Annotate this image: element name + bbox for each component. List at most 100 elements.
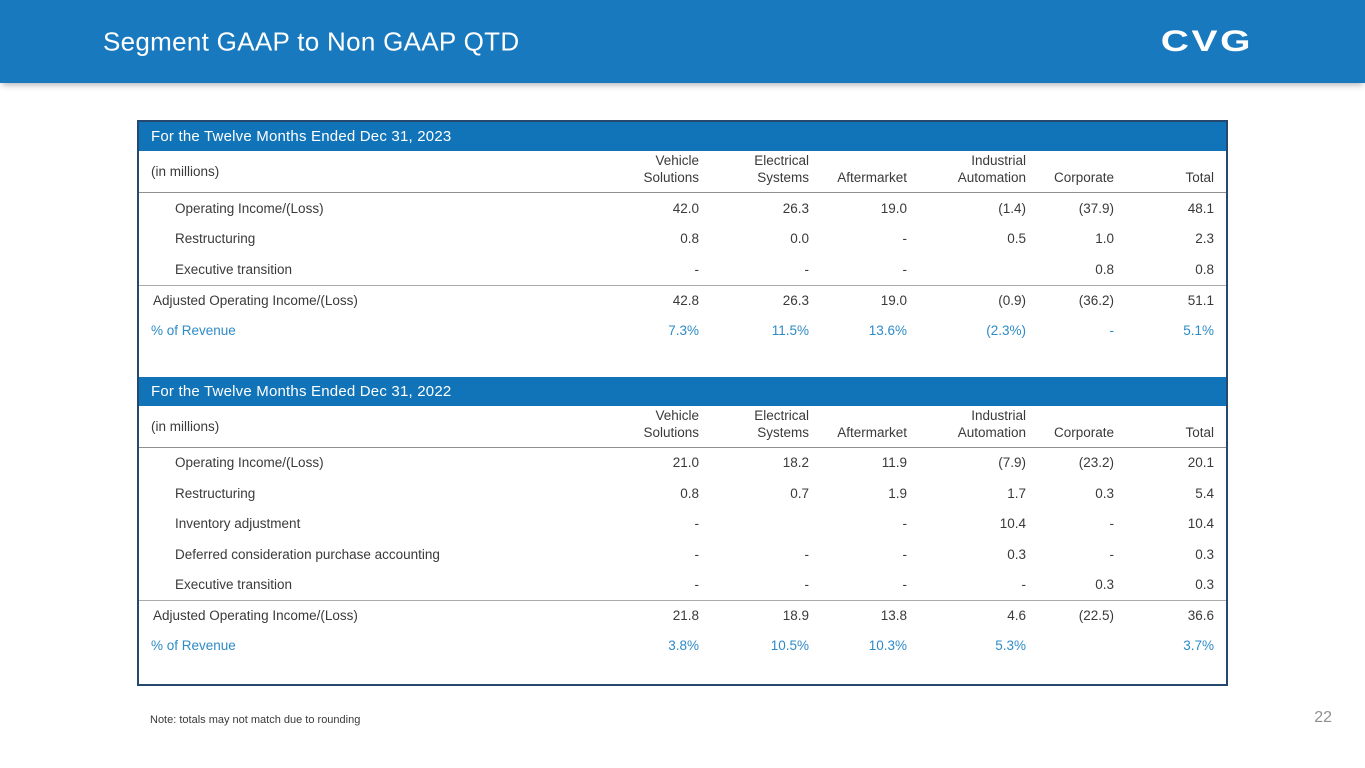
cell-value: 18.9	[782, 608, 809, 624]
row-label: Adjusted Operating Income/(Loss)	[153, 608, 358, 624]
cell-value: 19.0	[880, 292, 907, 308]
cell-value: -	[1021, 577, 1027, 593]
page-number: 22	[1314, 709, 1332, 726]
cvg-logo: CVG	[1160, 24, 1253, 58]
cell-value: -	[694, 516, 700, 532]
column-header: Corporate	[1053, 424, 1114, 440]
column-header: Aftermarket	[837, 424, 907, 440]
cell-value: 11.9	[881, 455, 907, 471]
cell-value: 5.1%	[1183, 322, 1214, 338]
cell-value: -	[694, 546, 700, 562]
cell-value: 51.1	[1187, 292, 1214, 308]
cell-value: 1.0	[1095, 231, 1114, 247]
table-row: Executive transition - - - 0.8 0.8	[139, 254, 1226, 285]
cell-value: -	[902, 516, 908, 532]
cell-value: 0.3	[1195, 577, 1214, 593]
cell-value: (23.2)	[1078, 455, 1114, 471]
cell-value: 0.8	[680, 485, 699, 501]
cell-value: 0.8	[680, 231, 699, 247]
table-row: Inventory adjustment - - 10.4 - 10.4	[139, 509, 1226, 540]
table-row: % of Revenue 3.8% 10.5% 10.3% 5.3% 3.7%	[139, 631, 1226, 662]
cell-value: -	[804, 546, 810, 562]
cell-value: 4.6	[1007, 608, 1026, 624]
cell-value: 20.1	[1187, 455, 1214, 471]
column-header: Electrical Systems	[754, 407, 809, 440]
cell-value: -	[902, 261, 908, 277]
cell-value: -	[902, 546, 908, 562]
cell-value: 0.8	[1095, 261, 1114, 277]
table-row: Adjusted Operating Income/(Loss) 42.8 26.3…	[139, 284, 1226, 316]
cell-value: 5.4	[1195, 485, 1214, 501]
cell-value: 10.5%	[770, 638, 809, 654]
cell-value: 13.8	[880, 608, 907, 624]
cell-value: 26.3	[782, 200, 809, 216]
row-label: Operating Income/(Loss)	[175, 200, 324, 216]
cell-value: -	[1109, 546, 1115, 562]
row-label: Adjusted Operating Income/(Loss)	[153, 292, 358, 308]
cell-value: 3.7%	[1183, 638, 1214, 654]
cell-value: 11.5%	[771, 322, 809, 338]
section-title-bar: For the Twelve Months Ended Dec 31, 2022	[139, 376, 1226, 406]
cell-value: 0.0	[790, 231, 809, 247]
cell-value: 36.6	[1187, 608, 1214, 624]
cell-value: -	[804, 577, 810, 593]
cell-value: 0.3	[1095, 485, 1114, 501]
tables-container: For the Twelve Months Ended Dec 31, 2023…	[137, 120, 1228, 686]
column-header-row: (in millions) Vehicle Solutions Electrical…	[139, 151, 1226, 193]
cell-value: 48.1	[1187, 200, 1214, 216]
cell-value: 19.0	[880, 200, 907, 216]
cell-value: -	[694, 261, 700, 277]
cell-value: 3.8%	[668, 638, 699, 654]
table-row: Restructuring 0.8 0.7 1.9 1.7 0.3 5.4	[139, 478, 1226, 509]
row-label: Executive transition	[175, 261, 293, 277]
table-row: Adjusted Operating Income/(Loss) 21.8 18.9…	[139, 600, 1226, 631]
cell-value: (7.9)	[998, 455, 1026, 471]
cell-value: 2.3	[1195, 231, 1214, 247]
table-row: Executive transition - - - - 0.3 0.3	[139, 570, 1226, 601]
row-label: Deferred consideration purchase accounti…	[175, 546, 440, 562]
cell-value: -	[902, 577, 908, 593]
cell-value: 1.9	[888, 485, 907, 501]
cell-value: 0.5	[1007, 231, 1026, 247]
cell-value: 0.3	[1007, 546, 1026, 562]
cell-value: 0.3	[1195, 546, 1214, 562]
column-header: Vehicle Solutions	[643, 153, 699, 186]
cell-value: 0.7	[790, 485, 809, 501]
cell-value: 21.8	[672, 608, 699, 624]
row-label: Operating Income/(Loss)	[175, 455, 324, 471]
cell-value: 5.3%	[995, 638, 1026, 654]
column-header: Aftermarket	[837, 170, 907, 186]
cell-value: -	[804, 261, 810, 277]
column-header: Vehicle Solutions	[643, 407, 699, 440]
column-header: Electrical Systems	[754, 153, 809, 186]
unit-label: (in millions)	[151, 164, 220, 179]
column-header: Industrial Automation	[957, 153, 1026, 186]
column-header: Industrial Automation	[957, 407, 1026, 440]
rounding-footnote: Note: totals may not match due to roundi…	[150, 714, 361, 726]
title-banner: Segment GAAP to Non GAAP QTD CVG	[0, 0, 1365, 83]
table-row: Operating Income/(Loss) 21.0 18.2 11.9 (7.9)…	[139, 448, 1226, 479]
cell-value: 0.3	[1095, 577, 1114, 593]
cell-value: 13.6%	[868, 322, 907, 338]
financial-table-1: For the Twelve Months Ended Dec 31, 2023…	[139, 122, 1226, 346]
row-label: Restructuring	[175, 231, 256, 247]
table-row: % of Revenue 7.3% 11.5% 13.6% (2.3%) - 5.1%	[139, 315, 1226, 346]
cell-value: 0.8	[1195, 261, 1214, 277]
cell-value: (0.9)	[998, 292, 1026, 308]
cell-value: 10.3%	[868, 638, 907, 654]
cell-value: 18.2	[782, 455, 809, 471]
table-row: Operating Income/(Loss) 42.0 26.3 19.0 (1.4)…	[139, 193, 1226, 224]
row-label: Executive transition	[175, 577, 293, 593]
financial-table-2: For the Twelve Months Ended Dec 31, 2022…	[139, 376, 1226, 662]
column-header: Total	[1185, 424, 1214, 440]
unit-label: (in millions)	[151, 418, 220, 434]
table-row: Restructuring 0.8 0.0 - 0.5 1.0 2.3	[139, 224, 1226, 255]
cell-value: (22.5)	[1078, 608, 1114, 624]
cell-value: 1.7	[1007, 485, 1026, 501]
cell-value: -	[1109, 322, 1115, 338]
cell-value: (1.4)	[998, 200, 1026, 216]
cell-value: 42.0	[672, 200, 699, 216]
row-label: % of Revenue	[151, 322, 236, 338]
cell-value: 10.4	[999, 516, 1026, 532]
